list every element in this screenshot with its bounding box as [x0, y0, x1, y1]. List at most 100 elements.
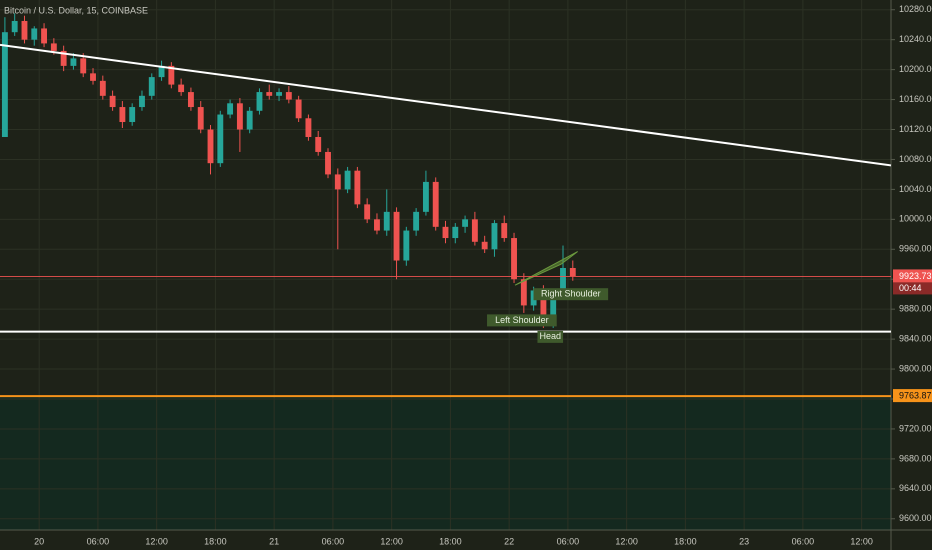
candle-body: [413, 211, 420, 231]
alert-tag: [893, 389, 932, 403]
candle-body: [99, 80, 106, 96]
y-tick-label: 10000.00: [899, 214, 932, 224]
y-tick-label: 10200.00: [899, 64, 932, 74]
candle-body: [276, 92, 282, 96]
price-tag-label: 9923.73: [899, 271, 932, 281]
y-tick-label: 9680.00: [899, 453, 932, 463]
y-tick-label: 10160.00: [899, 94, 932, 104]
x-tick-label: 21: [269, 536, 279, 546]
candle-body: [119, 107, 126, 123]
candle-body: [70, 58, 77, 66]
annotation: Left Shoulder: [495, 315, 549, 325]
candle-body: [452, 226, 459, 239]
candle-body: [481, 241, 488, 250]
candle-body: [285, 92, 292, 100]
x-tick-label: 22: [504, 536, 514, 546]
x-tick-label: 12:00: [850, 536, 873, 546]
candle-body: [569, 267, 576, 277]
candle-body: [217, 114, 224, 164]
candle-body: [148, 77, 155, 96]
candle-body: [442, 226, 449, 239]
candle-body: [471, 219, 478, 242]
countdown-tag: [893, 282, 932, 295]
alert-tag-label: 9763.87: [899, 390, 932, 400]
x-tick-label: 12:00: [380, 536, 403, 546]
y-tick-label: 10040.00: [899, 184, 932, 194]
annotation: Right Shoulder: [541, 289, 601, 299]
candle-body: [139, 95, 145, 108]
candle-body: [305, 118, 312, 137]
candle-body: [187, 92, 194, 108]
candle-body: [491, 223, 498, 250]
candle-body: [550, 294, 557, 317]
candle-body: [520, 279, 527, 306]
alert-zone: [0, 396, 891, 530]
candle-body: [295, 99, 302, 119]
y-tick-label: 10240.00: [899, 34, 932, 44]
y-tick-label: 9720.00: [899, 423, 932, 433]
x-tick-label: 06:00: [87, 536, 110, 546]
x-tick-label: 06:00: [557, 536, 580, 546]
candle-body: [374, 219, 380, 231]
y-tick-label: 10120.00: [899, 124, 932, 134]
candle-body: [227, 103, 234, 115]
candle-body: [422, 181, 429, 212]
candle-body: [354, 170, 361, 205]
candle-body: [393, 211, 400, 261]
annotation-box: [537, 330, 564, 343]
candle-body: [344, 170, 351, 190]
y-tick-label: 9640.00: [899, 483, 932, 493]
candle-body: [383, 211, 390, 231]
x-tick-label: 18:00: [674, 536, 697, 546]
candle-body: [31, 28, 38, 40]
candle-body: [511, 238, 517, 280]
candle-body: [256, 92, 263, 111]
candle-body: [41, 28, 47, 44]
candle-body: [246, 110, 253, 130]
candle-body: [197, 107, 204, 130]
trendline: [0, 43, 892, 167]
candle-body: [21, 20, 28, 40]
candle-body: [80, 58, 87, 74]
candle-body: [1, 32, 8, 137]
x-tick-label: 20: [34, 536, 44, 546]
x-tick-label: 18:00: [204, 536, 227, 546]
candle-body: [325, 151, 331, 175]
candle-body: [109, 95, 116, 108]
x-tick-label: 18:00: [439, 536, 462, 546]
candle-body: [462, 219, 469, 227]
candle-body: [11, 20, 18, 33]
countdown-label: 00:44: [899, 283, 922, 293]
candle-body: [403, 230, 410, 261]
candle-body: [501, 223, 508, 239]
candle-body: [236, 103, 243, 130]
y-tick-label: 10280.00: [899, 4, 932, 14]
candle-body: [560, 267, 566, 295]
candle-body: [60, 50, 67, 66]
candle-body: [90, 73, 96, 81]
y-tick-label: 9800.00: [899, 363, 932, 373]
y-tick-label: 9960.00: [899, 244, 932, 254]
annotation: Head: [540, 331, 562, 341]
candle-body: [50, 43, 57, 51]
x-tick-label: 23: [739, 536, 749, 546]
candle-body: [207, 129, 214, 164]
chart-title: Bitcoin / U.S. Dollar, 15, COINBASE: [4, 5, 148, 15]
annotation-box: [533, 288, 609, 301]
annotation-box: [487, 314, 557, 327]
price-tag: [893, 269, 932, 283]
candle-body: [364, 204, 371, 220]
y-tick-label: 9600.00: [899, 513, 932, 523]
candle-body: [334, 174, 341, 190]
y-tick-label: 9840.00: [899, 333, 932, 343]
candle-body: [168, 65, 175, 85]
candle-body: [540, 290, 547, 317]
y-tick-label: 10080.00: [899, 154, 932, 164]
x-tick-label: 12:00: [145, 536, 168, 546]
candle-body: [432, 181, 439, 227]
candle-body: [158, 65, 165, 78]
x-tick-label: 06:00: [792, 536, 815, 546]
